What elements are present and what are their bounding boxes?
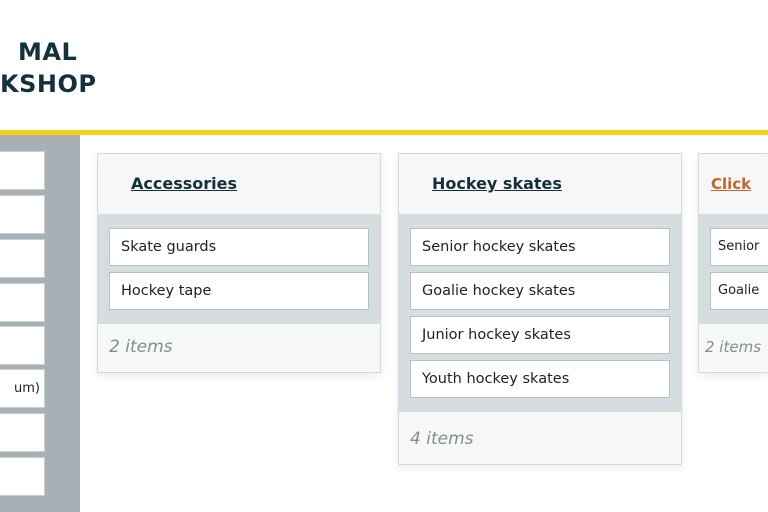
category-card-click: Click Senior Goalie 2 items bbox=[698, 153, 768, 373]
list-item[interactable]: Skate guards bbox=[109, 228, 369, 266]
sidebar-item[interactable] bbox=[0, 457, 45, 496]
card-title-link[interactable]: Hockey skates bbox=[432, 174, 562, 193]
list-item[interactable]: Senior bbox=[710, 228, 768, 266]
sidebar: um) bbox=[0, 135, 80, 512]
category-card-accessories: Accessories Skate guards Hockey tape 2 i… bbox=[97, 153, 381, 373]
list-item[interactable]: Hockey tape bbox=[109, 272, 369, 310]
list-item[interactable]: Goalie hockey skates bbox=[410, 272, 670, 310]
logo-line-2: KSHOP bbox=[0, 70, 97, 98]
item-count: 2 items bbox=[705, 338, 762, 356]
card-title-link[interactable]: Click bbox=[711, 175, 752, 193]
list-item[interactable]: Goalie bbox=[710, 272, 768, 310]
item-count: 2 items bbox=[109, 337, 173, 357]
category-card-hockey-skates: Hockey skates Senior hockey skates Goali… bbox=[398, 153, 682, 465]
sidebar-item[interactable] bbox=[0, 413, 45, 452]
card-title-link[interactable]: Accessories bbox=[131, 174, 237, 193]
logo-line-1: MAL bbox=[18, 38, 78, 66]
list-item[interactable]: Junior hockey skates bbox=[410, 316, 670, 354]
sidebar-item[interactable] bbox=[0, 151, 45, 190]
sidebar-item[interactable] bbox=[0, 239, 45, 278]
sidebar-item[interactable] bbox=[0, 195, 45, 234]
list-item[interactable]: Senior hockey skates bbox=[410, 228, 670, 266]
accent-bar bbox=[0, 130, 768, 135]
item-count: 4 items bbox=[410, 429, 474, 449]
list-item[interactable]: Youth hockey skates bbox=[410, 360, 670, 398]
sidebar-item[interactable] bbox=[0, 326, 45, 365]
sidebar-item[interactable]: um) bbox=[0, 369, 45, 408]
logo[interactable]: MAL KSHOP bbox=[0, 36, 96, 100]
sidebar-item[interactable] bbox=[0, 283, 45, 322]
